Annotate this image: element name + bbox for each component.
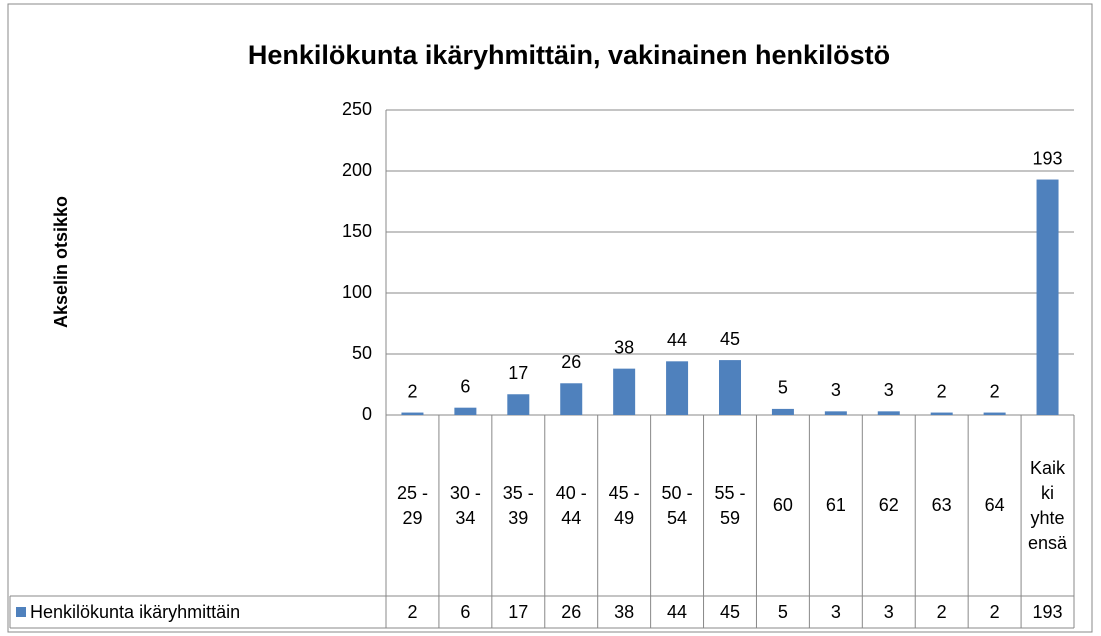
bar (560, 383, 583, 415)
chart-border (7, 3, 1093, 633)
table-value: 3 (884, 602, 894, 622)
data-label: 3 (831, 380, 841, 400)
bar (930, 412, 953, 415)
bar (824, 411, 847, 415)
x-tick-label-cell: 45 - 49 (598, 415, 651, 596)
bar (877, 411, 900, 415)
table-value: 17 (508, 602, 528, 622)
data-label: 44 (667, 330, 687, 350)
x-tick-label: 45 - 49 (608, 482, 640, 528)
x-tick-label: 40 - 44 (555, 482, 587, 528)
x-tick-label-cell: 61 (809, 415, 862, 596)
data-label: 38 (614, 337, 634, 357)
x-tick-label-cell: 63 (915, 415, 968, 596)
x-tick-label: 64 (984, 495, 1005, 515)
y-tick-label: 100 (342, 282, 372, 302)
y-tick-label: 200 (342, 160, 372, 180)
x-tick-label: 50 - 54 (661, 482, 693, 528)
table-value: 193 (1033, 602, 1063, 622)
data-label: 26 (561, 352, 581, 372)
bar (401, 412, 424, 415)
bar (1036, 179, 1059, 415)
table-value: 6 (460, 602, 470, 622)
table-value: 38 (614, 602, 634, 622)
x-tick-label: 63 (931, 495, 952, 515)
legend-label: Henkilökunta ikäryhmittäin (30, 602, 240, 622)
y-tick-label: 150 (342, 221, 372, 241)
x-tick-label: 61 (825, 495, 846, 515)
bar (507, 394, 530, 415)
y-tick-label: 250 (342, 99, 372, 119)
data-label: 2 (937, 381, 947, 401)
x-tick-label-cell: Kaikki yhteensä (1021, 415, 1074, 596)
data-label: 2 (407, 381, 417, 401)
data-label: 17 (508, 363, 528, 383)
x-tick-label-cell: 60 (756, 415, 809, 596)
x-tick-label-cell: 64 (968, 415, 1021, 596)
x-tick-label-cell: 30 - 34 (439, 415, 492, 596)
x-tick-label: 60 (772, 495, 793, 515)
table-value: 44 (667, 602, 687, 622)
table-value: 3 (831, 602, 841, 622)
x-tick-label: Kaikki yhteensä (1027, 457, 1068, 553)
x-tick-label-cell: 35 - 39 (492, 415, 545, 596)
x-tick-label-cell: 40 - 44 (545, 415, 598, 596)
table-value: 2 (990, 602, 1000, 622)
chart-title: Henkilökunta ikäryhmittäin, vakinainen h… (248, 40, 890, 70)
data-label: 6 (460, 376, 470, 396)
bar (613, 368, 636, 415)
table-value: 2 (407, 602, 417, 622)
y-axis-title: Akselin otsikko (51, 196, 71, 328)
x-tick-label-cell: 25 - 29 (386, 415, 439, 596)
data-label: 5 (778, 378, 788, 398)
y-tick-label: 0 (362, 404, 372, 424)
data-label: 2 (990, 381, 1000, 401)
bar (454, 407, 477, 415)
x-tick-label: 62 (878, 495, 899, 515)
data-label: 193 (1033, 148, 1063, 168)
y-tick-label: 50 (352, 343, 372, 363)
data-label: 3 (884, 380, 894, 400)
x-tick-label: 25 - 29 (396, 482, 428, 528)
legend-swatch (16, 607, 26, 617)
x-tick-label: 35 - 39 (502, 482, 534, 528)
bar (983, 412, 1006, 415)
x-tick-label: 30 - 34 (449, 482, 481, 528)
x-tick-label-cell: 55 - 59 (704, 415, 757, 596)
bar (771, 408, 794, 415)
bar (666, 361, 689, 415)
data-label: 45 (720, 329, 740, 349)
x-tick-label-cell: 50 - 54 (651, 415, 704, 596)
table-value: 2 (937, 602, 947, 622)
bar (719, 360, 741, 415)
table-value: 5 (778, 602, 788, 622)
table-value: 45 (720, 602, 740, 622)
x-tick-label-cell: 62 (862, 415, 915, 596)
table-value: 26 (561, 602, 581, 622)
x-tick-label: 55 - 59 (714, 482, 746, 528)
